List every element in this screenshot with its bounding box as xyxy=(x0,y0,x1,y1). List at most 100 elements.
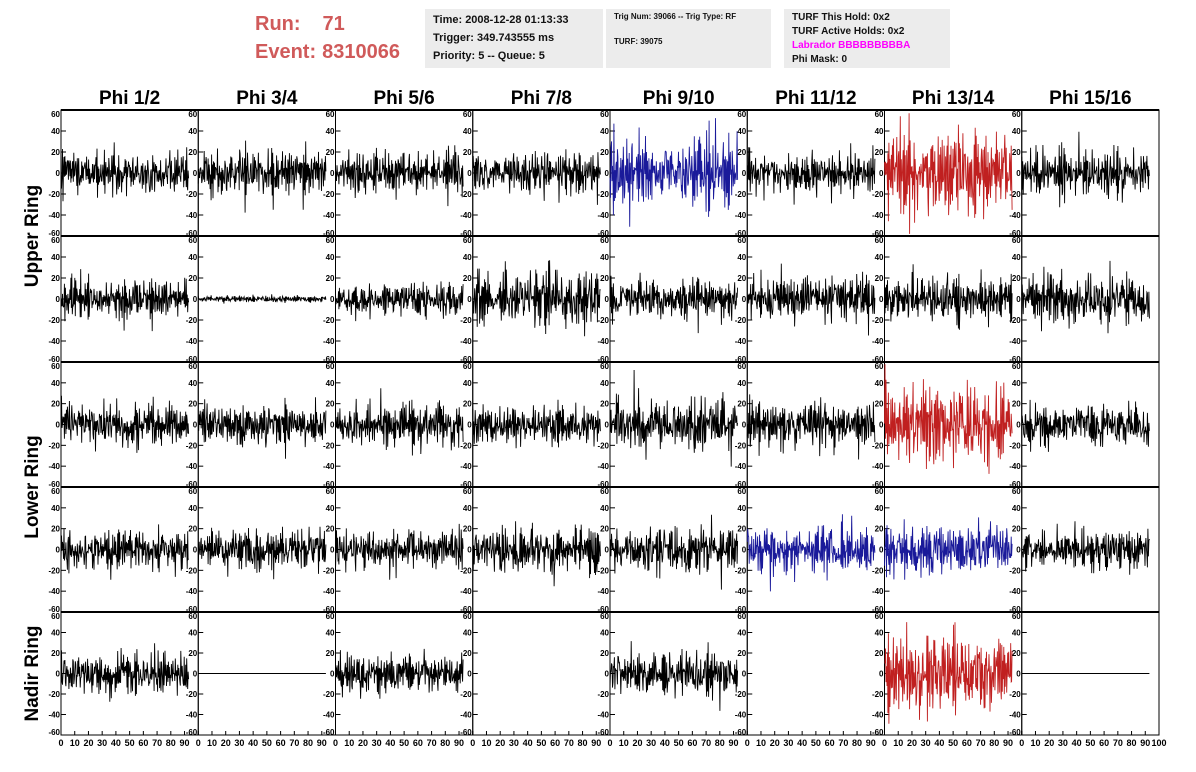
y-tick-label: -20 xyxy=(597,690,609,699)
y-tick-label: -60 xyxy=(186,229,198,238)
y-tick-label: -60 xyxy=(872,355,884,364)
x-tick-label: 10 xyxy=(756,738,766,748)
y-tick-label: 60 xyxy=(737,362,746,371)
waveform-trace xyxy=(746,394,876,460)
y-tick-label: 60 xyxy=(737,236,746,245)
y-tick-label: -40 xyxy=(186,211,198,220)
x-tick-label: 70 xyxy=(838,738,848,748)
y-tick-label: 60 xyxy=(600,362,609,371)
y-tick-label: 0 xyxy=(605,546,610,555)
y-tick-label: 60 xyxy=(737,612,746,621)
y-tick-label: 20 xyxy=(51,274,60,283)
waveform-trace xyxy=(884,517,1013,580)
y-tick-label: -20 xyxy=(460,190,472,199)
y-tick-label: 20 xyxy=(1012,525,1021,534)
waveform-trace xyxy=(60,269,190,332)
waveform-trace xyxy=(335,388,464,456)
y-tick-label: 0 xyxy=(742,421,747,430)
y-tick-label: 0 xyxy=(879,546,884,555)
y-tick-label: 20 xyxy=(1012,274,1021,283)
y-tick-label: -20 xyxy=(1009,566,1021,575)
y-tick-label: 40 xyxy=(188,379,197,388)
y-tick-label: 40 xyxy=(875,504,884,513)
y-tick-label: 0 xyxy=(1016,169,1021,178)
y-tick-label: 0 xyxy=(467,421,472,430)
y-tick-label: -20 xyxy=(323,690,335,699)
column-header: Phi 3/4 xyxy=(236,88,298,109)
y-tick-label: 40 xyxy=(51,504,60,513)
y-tick-label: 20 xyxy=(188,649,197,658)
y-tick-label: 60 xyxy=(326,612,335,621)
y-tick-label: 40 xyxy=(51,253,60,262)
y-tick-label: -40 xyxy=(186,711,198,720)
y-tick-label: -20 xyxy=(460,441,472,450)
y-tick-label: -40 xyxy=(323,337,335,346)
x-tick-label: 10 xyxy=(1030,738,1040,748)
x-tick-label: 20 xyxy=(632,738,642,748)
x-tick-label: 30 xyxy=(783,738,793,748)
y-tick-label: 60 xyxy=(1012,487,1021,496)
y-tick-label: -20 xyxy=(48,441,60,450)
y-tick-label: -60 xyxy=(186,728,198,737)
x-tick-label: 0 xyxy=(58,738,63,748)
x-tick-label: 60 xyxy=(962,738,972,748)
y-tick-label: 40 xyxy=(600,379,609,388)
x-tick-label: 40 xyxy=(934,738,944,748)
column-header: Phi 9/10 xyxy=(643,88,715,109)
x-tick-label: 30 xyxy=(372,738,382,748)
y-tick-label: 20 xyxy=(188,400,197,409)
x-tick-label: 80 xyxy=(578,738,588,748)
waveform-trace xyxy=(746,514,876,592)
y-tick-label: 60 xyxy=(600,110,609,119)
y-tick-label: 60 xyxy=(1012,236,1021,245)
waveform-trace xyxy=(60,643,190,702)
y-tick-label: 20 xyxy=(737,148,746,157)
y-tick-label: 0 xyxy=(193,169,198,178)
y-tick-label: 60 xyxy=(600,612,609,621)
y-tick-label: 20 xyxy=(463,148,472,157)
y-tick-label: -40 xyxy=(597,587,609,596)
y-tick-label: -40 xyxy=(460,211,472,220)
priority-line: Priority: 5 -- Queue: 5 xyxy=(433,50,545,62)
y-tick-label: 20 xyxy=(737,274,746,283)
y-tick-label: 40 xyxy=(1012,504,1021,513)
x-tick-label: 90 xyxy=(180,738,190,748)
y-tick-label: 60 xyxy=(875,612,884,621)
y-tick-label: 0 xyxy=(742,670,747,679)
event-label: Event: xyxy=(255,41,317,63)
turf-active-holds-line: TURF Active Holds: 0x2 xyxy=(792,26,905,37)
y-tick-label: 40 xyxy=(326,379,335,388)
y-tick-label: 20 xyxy=(600,400,609,409)
trigger-line: Trigger: 349.743555 ms xyxy=(433,32,555,44)
y-tick-label: 20 xyxy=(463,400,472,409)
x-tick-label: 20 xyxy=(907,738,917,748)
x-tick-label: 80 xyxy=(989,738,999,748)
y-tick-label: -40 xyxy=(460,587,472,596)
y-tick-label: 60 xyxy=(51,236,60,245)
column-header: Phi 7/8 xyxy=(511,88,572,109)
waveform-trace xyxy=(335,281,464,322)
y-tick-label: -20 xyxy=(597,190,609,199)
x-tick-label: 50 xyxy=(125,738,135,748)
y-tick-label: -40 xyxy=(460,711,472,720)
x-tick-label: 40 xyxy=(385,738,395,748)
y-tick-label: -40 xyxy=(872,462,884,471)
x-tick-label: 60 xyxy=(825,738,835,748)
time-info-box: Time: 2008-12-28 01:13:33 Trigger: 349.7… xyxy=(425,9,603,68)
y-tick-label: -60 xyxy=(597,355,609,364)
y-tick-label: 60 xyxy=(463,487,472,496)
y-tick-label: 20 xyxy=(600,274,609,283)
x-tick-label: 0 xyxy=(333,738,338,748)
y-tick-label: -60 xyxy=(323,605,335,614)
x-tick-label: 30 xyxy=(921,738,931,748)
y-tick-label: -40 xyxy=(597,462,609,471)
y-tick-label: -60 xyxy=(735,728,747,737)
x-tick-label: 30 xyxy=(1058,738,1068,748)
y-tick-label: 0 xyxy=(742,295,747,304)
y-tick-label: -60 xyxy=(735,480,747,489)
x-tick-label: 70 xyxy=(1113,738,1123,748)
x-tick-label: 20 xyxy=(83,738,93,748)
y-tick-label: 40 xyxy=(875,253,884,262)
y-tick-label: -20 xyxy=(323,441,335,450)
y-tick-label: 40 xyxy=(463,504,472,513)
